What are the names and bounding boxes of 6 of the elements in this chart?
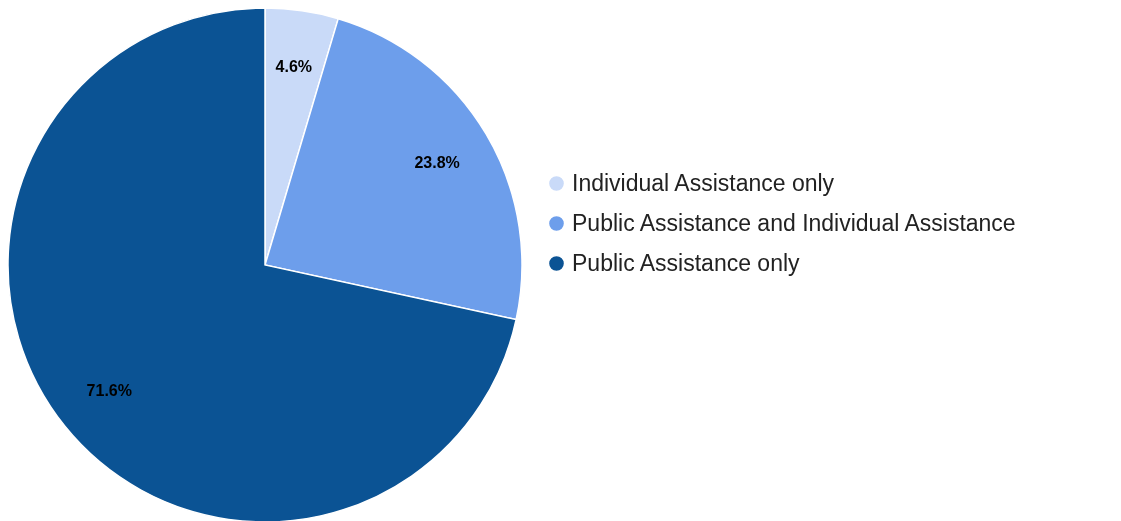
legend-label: Public Assistance only [572, 249, 801, 276]
data-label: 4.6% [275, 58, 313, 76]
data-label: 71.6% [86, 381, 132, 399]
legend-label: Individual Assistance only [572, 169, 835, 196]
data-label: 23.8% [414, 154, 460, 172]
legend-label: Public Assistance and Individual Assistance [572, 209, 1016, 236]
